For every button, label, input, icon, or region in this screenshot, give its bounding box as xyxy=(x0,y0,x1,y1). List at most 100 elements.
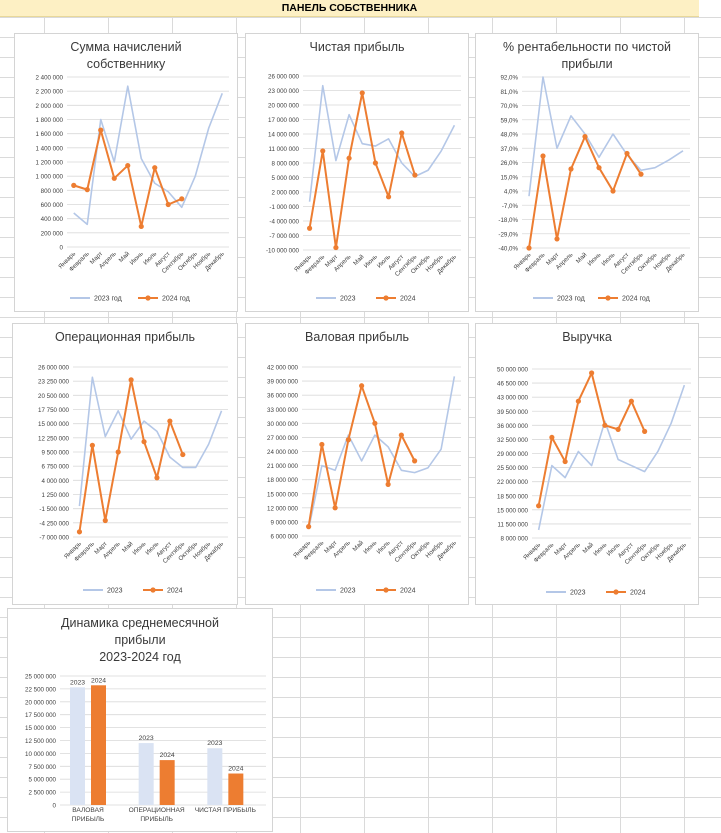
data-point[interactable] xyxy=(76,529,83,535)
bar[interactable] xyxy=(228,773,244,805)
data-point[interactable] xyxy=(624,150,630,157)
y-tick-label: 2 400 000 xyxy=(35,75,63,82)
data-point[interactable] xyxy=(71,182,77,188)
data-point[interactable] xyxy=(152,165,158,171)
data-point[interactable] xyxy=(345,437,351,443)
series-line-0[interactable] xyxy=(307,376,456,530)
data-point[interactable] xyxy=(138,223,144,230)
series-line-0[interactable] xyxy=(537,384,686,531)
data-point[interactable] xyxy=(412,172,418,178)
bar[interactable] xyxy=(159,760,175,805)
data-point[interactable] xyxy=(568,166,574,172)
data-point[interactable] xyxy=(398,432,404,438)
data-point[interactable] xyxy=(359,383,365,389)
y-tick-label: 9 500 000 xyxy=(41,450,69,457)
y-tick-label: 15 000 000 xyxy=(25,725,57,732)
y-tick-label: -4 000 000 xyxy=(269,219,299,226)
data-point[interactable] xyxy=(596,165,602,171)
legend-label: 2023 год xyxy=(94,296,122,303)
y-tick-label: 18 500 000 xyxy=(497,493,529,500)
data-point[interactable] xyxy=(526,245,532,251)
data-point[interactable] xyxy=(89,442,95,448)
data-point[interactable] xyxy=(554,236,560,242)
data-point[interactable] xyxy=(102,517,108,524)
chart-svg: 92,0% 81,0% 70,0% 59,0% 48,0% 37,0% 26,0% 15,0%… xyxy=(498,75,690,303)
series-line-1[interactable] xyxy=(528,135,642,249)
data-point[interactable] xyxy=(179,196,185,202)
data-point[interactable] xyxy=(638,171,644,177)
bar[interactable] xyxy=(70,687,85,805)
data-point[interactable] xyxy=(125,162,131,169)
data-point[interactable] xyxy=(333,244,339,251)
data-point[interactable] xyxy=(180,451,186,458)
data-point[interactable] xyxy=(615,426,621,432)
bar[interactable] xyxy=(138,743,154,805)
data-point[interactable] xyxy=(332,505,338,511)
data-point[interactable] xyxy=(399,130,405,136)
chart-panel-owner-accruals[interactable]: Сумма начислений собственнику 2 400 000 2 2… xyxy=(14,33,238,312)
data-point[interactable] xyxy=(306,225,313,231)
data-point[interactable] xyxy=(582,133,588,140)
chart-title-line: Сумма начислений xyxy=(70,40,182,54)
data-point[interactable] xyxy=(372,160,379,166)
bar[interactable] xyxy=(91,685,106,805)
bar[interactable] xyxy=(207,748,223,805)
y-tick-label: 5 000 000 xyxy=(28,777,56,784)
data-point[interactable] xyxy=(540,153,546,159)
y-tick-label: 14 000 000 xyxy=(268,132,300,139)
data-point[interactable] xyxy=(346,155,352,161)
bar-data-label: 2023 xyxy=(207,740,222,747)
data-point[interactable] xyxy=(167,418,173,424)
data-point[interactable] xyxy=(359,90,365,96)
data-point[interactable] xyxy=(306,524,312,530)
chart-title-line: Операционная прибыль xyxy=(54,330,196,344)
series-line-0[interactable] xyxy=(308,84,456,202)
series-line-0[interactable] xyxy=(528,76,684,197)
data-point[interactable] xyxy=(320,148,326,154)
chart-panel-revenue[interactable]: Выручка 50 000 000 46 500 000 43 000 000 39 … xyxy=(475,323,699,605)
y-tick-label: 15 000 000 xyxy=(38,421,70,428)
data-point[interactable] xyxy=(141,439,147,445)
data-point[interactable] xyxy=(562,458,568,465)
chart-panel-gross-profit[interactable]: Валовая прибыль 42 000 000 39 000 000 36 00… xyxy=(245,323,469,605)
data-point[interactable] xyxy=(642,428,648,434)
data-point[interactable] xyxy=(98,127,104,133)
data-point[interactable] xyxy=(589,370,595,376)
data-point[interactable] xyxy=(372,420,378,426)
y-tick-label: 12 000 000 xyxy=(267,505,299,512)
chart-panel-operating-profit[interactable]: Операционная прибыль 26 000 000 23 250 000… xyxy=(12,323,238,605)
data-point[interactable] xyxy=(385,481,391,487)
data-point[interactable] xyxy=(385,194,392,200)
data-point[interactable] xyxy=(575,398,581,404)
y-tick-label: 27 000 000 xyxy=(267,435,299,442)
chart-panel-net-margin[interactable]: % рентабельности по чистой прибыли 92,0% 81… xyxy=(475,33,699,312)
chart-panel-avg-monthly-profit[interactable]: Динамика среднемесячной прибыли 2023-2024 … xyxy=(7,608,273,832)
data-point[interactable] xyxy=(610,188,616,194)
bar-data-label: 2024 xyxy=(228,766,243,773)
chart-panel-net-profit[interactable]: Чистая прибыль 26 000 000 23 000 000 20 000… xyxy=(245,33,469,312)
data-point[interactable] xyxy=(602,422,608,428)
y-tick-label: 15 000 000 xyxy=(497,507,529,514)
data-point[interactable] xyxy=(115,449,121,455)
data-point[interactable] xyxy=(628,398,634,404)
y-tick-label: 17 000 000 xyxy=(268,117,300,124)
y-tick-label: 24 000 000 xyxy=(267,449,299,456)
series-line-1[interactable] xyxy=(308,91,416,249)
data-point[interactable] xyxy=(319,441,325,448)
data-point[interactable] xyxy=(84,187,90,193)
series-line-1[interactable] xyxy=(307,384,416,527)
data-point[interactable] xyxy=(128,377,134,383)
data-point[interactable] xyxy=(536,503,542,509)
series-line-1[interactable] xyxy=(73,129,183,228)
data-point[interactable] xyxy=(412,458,418,464)
data-point[interactable] xyxy=(154,475,160,481)
legend-marker xyxy=(145,295,151,301)
series-line-0[interactable] xyxy=(78,376,223,507)
y-tick-label: 6 000 000 xyxy=(270,534,298,541)
data-point[interactable] xyxy=(111,175,117,181)
data-point[interactable] xyxy=(549,434,555,441)
bar-data-label: 2023 xyxy=(70,679,85,686)
y-tick-label: -29,0% xyxy=(498,231,518,238)
data-point[interactable] xyxy=(165,201,171,208)
y-tick-label: 70,0% xyxy=(500,103,518,110)
